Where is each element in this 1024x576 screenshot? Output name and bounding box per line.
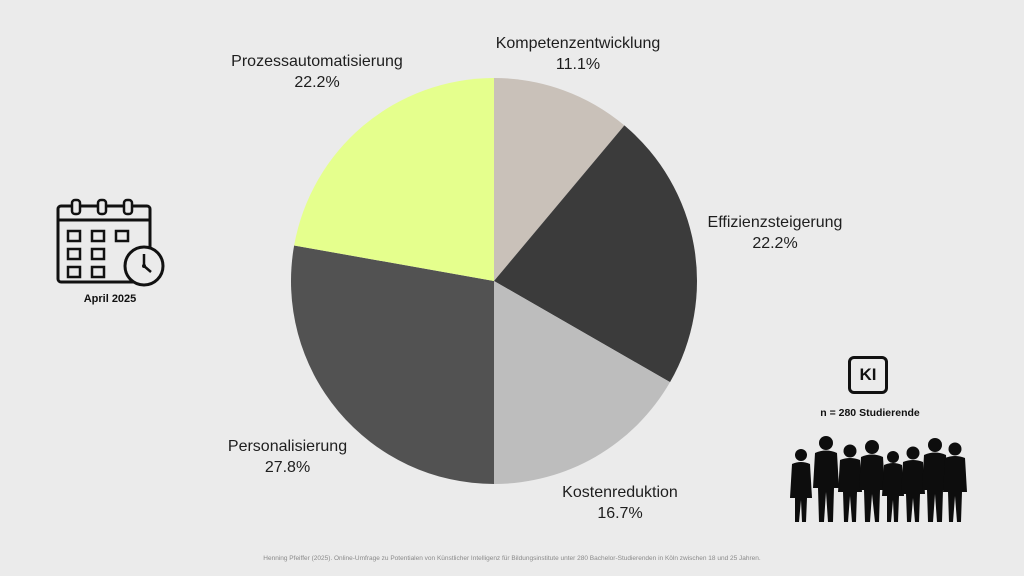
label-prozessautomatisierung: Prozessautomatisierung 22.2% — [212, 51, 422, 93]
pie-slice-prozessautomatisierung — [294, 78, 494, 281]
pie-slice-effizienzsteigerung — [494, 125, 698, 383]
pie-slice-personalisierung — [291, 245, 494, 484]
calendar-clock-icon — [52, 198, 170, 295]
sample-size: n = 280 Studierende — [820, 407, 920, 419]
pie-slice-kostenreduktion — [494, 281, 671, 484]
label-prozessautomatisierung-name: Prozessautomatisierung — [231, 53, 403, 70]
label-kostenreduktion-value: 16.7% — [597, 505, 643, 522]
label-prozessautomatisierung-value: 22.2% — [294, 74, 340, 91]
ki-badge: KI — [848, 356, 888, 394]
label-kompetenzentwicklung-value: 11.1% — [555, 56, 601, 73]
label-personalisierung: Personalisierung 27.8% — [210, 436, 365, 478]
source-footnote: Henning Pfeiffer (2025). Online-Umfrage … — [263, 555, 761, 562]
label-personalisierung-name: Personalisierung — [227, 438, 348, 455]
calendar-icon — [56, 198, 165, 287]
label-kompetenzentwicklung-name: Kompetenzentwicklung — [495, 35, 661, 52]
label-kostenreduktion: Kostenreduktion 16.7% — [540, 482, 700, 524]
clock-icon — [123, 245, 165, 287]
label-kostenreduktion-name: Kostenreduktion — [562, 484, 678, 501]
label-kompetenzentwicklung: Kompetenzentwicklung 11.1% — [478, 33, 678, 75]
pie-slice-kompetenzentwicklung — [494, 78, 625, 281]
label-effizienzsteigerung: Effizienzsteigerung 22.2% — [690, 212, 860, 254]
label-personalisierung-value: 27.8% — [264, 459, 311, 476]
label-effizienzsteigerung-name: Effizienzsteigerung — [707, 214, 843, 231]
people-silhouette-icon — [786, 426, 968, 527]
label-effizienzsteigerung-value: 22.2% — [752, 235, 798, 252]
date-caption: April 2025 — [83, 293, 137, 305]
